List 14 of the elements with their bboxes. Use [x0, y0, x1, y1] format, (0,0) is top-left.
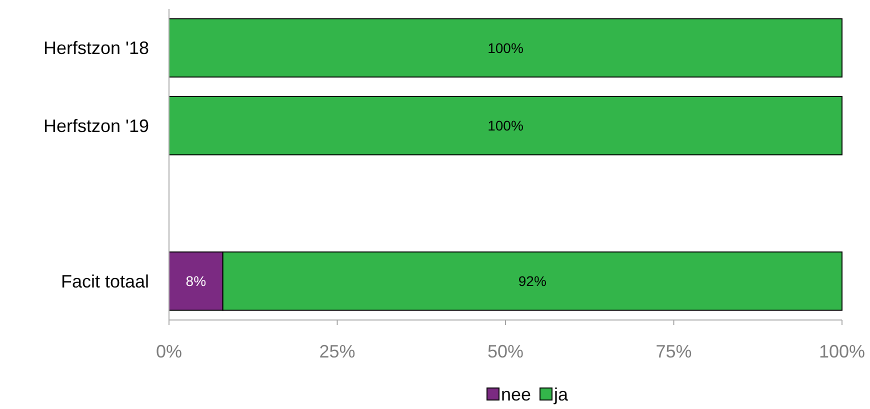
data-label: 100% — [488, 40, 524, 56]
x-tick-label: 100% — [818, 341, 866, 362]
x-tick-label: 75% — [656, 341, 692, 362]
y-tick-label: Herfstzon '18 — [44, 38, 149, 58]
x-tick-label: 0% — [156, 341, 182, 362]
y-tick-label: Facit totaal — [60, 271, 149, 292]
legend-label: nee — [501, 384, 532, 404]
y-tick-label: Herfstzon '19 — [44, 116, 149, 136]
legend-label: ja — [553, 384, 569, 404]
data-label: 8% — [186, 273, 206, 290]
x-tick-label: 50% — [487, 341, 524, 362]
x-tick-label: 25% — [319, 341, 356, 362]
data-label: 92% — [518, 273, 546, 290]
data-label: 100% — [488, 118, 524, 134]
